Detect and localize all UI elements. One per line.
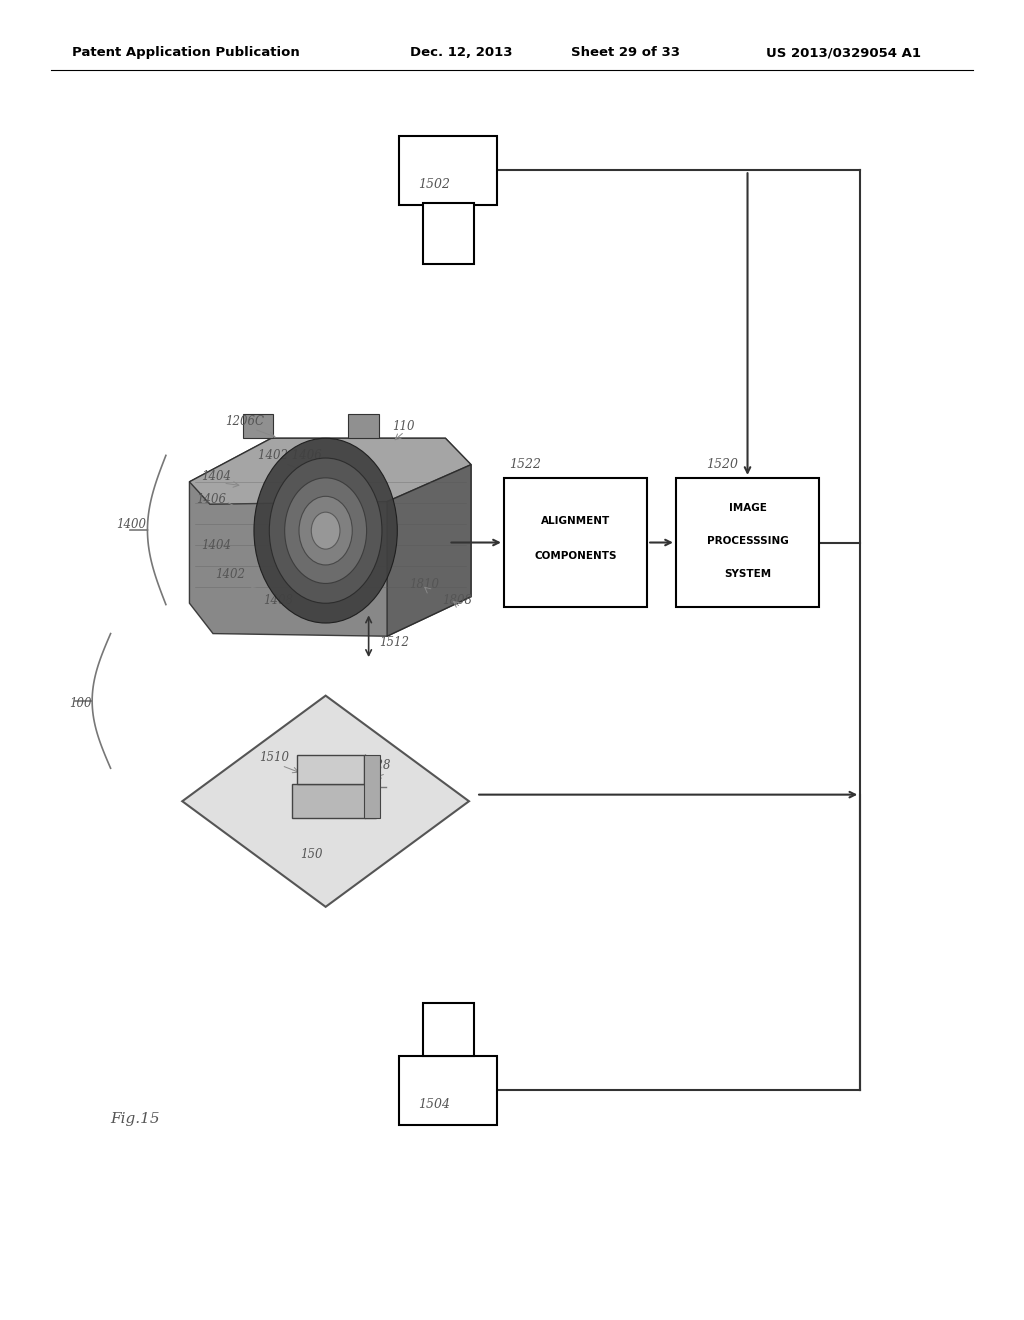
Text: Fig.15: Fig.15 <box>111 1111 160 1126</box>
Text: 1512: 1512 <box>379 636 409 649</box>
Bar <box>676 478 819 607</box>
Bar <box>243 414 273 438</box>
Circle shape <box>254 438 397 623</box>
Text: US 2013/0329054 A1: US 2013/0329054 A1 <box>766 46 921 59</box>
Text: 100: 100 <box>70 697 92 710</box>
Text: 1408: 1408 <box>263 594 293 607</box>
Bar <box>297 755 364 784</box>
Text: 110: 110 <box>392 420 415 433</box>
Text: 1404: 1404 <box>201 539 230 552</box>
Text: 1404: 1404 <box>201 470 230 483</box>
Bar <box>399 1056 497 1125</box>
Circle shape <box>285 478 367 583</box>
Bar <box>399 136 497 205</box>
Polygon shape <box>189 438 471 636</box>
Circle shape <box>269 458 382 603</box>
Text: 140: 140 <box>356 803 379 816</box>
Bar <box>348 414 379 438</box>
Text: 1402: 1402 <box>215 568 245 581</box>
Text: 1400: 1400 <box>116 517 145 531</box>
Polygon shape <box>189 438 471 504</box>
Text: 1502: 1502 <box>418 178 450 191</box>
Bar <box>364 755 380 818</box>
Bar <box>423 1003 474 1056</box>
Bar <box>292 784 376 818</box>
Polygon shape <box>182 696 469 907</box>
Text: PROCESSSING: PROCESSSING <box>707 536 788 546</box>
Bar <box>504 478 647 607</box>
Text: 1504: 1504 <box>418 1098 450 1111</box>
Text: 1510: 1510 <box>259 751 289 764</box>
Text: 1206C: 1206C <box>225 414 264 428</box>
Circle shape <box>299 496 352 565</box>
Circle shape <box>311 512 340 549</box>
Text: 1522: 1522 <box>509 458 541 471</box>
Text: IMAGE: IMAGE <box>729 503 766 513</box>
Text: 1810: 1810 <box>410 578 439 591</box>
Text: 1808: 1808 <box>442 594 472 607</box>
Text: COMPONENTS: COMPONENTS <box>535 550 616 561</box>
Text: Patent Application Publication: Patent Application Publication <box>72 46 299 59</box>
Text: SYSTEM: SYSTEM <box>724 569 771 579</box>
Text: ALIGNMENT: ALIGNMENT <box>541 516 610 527</box>
Bar <box>423 203 474 264</box>
Text: 150: 150 <box>300 847 323 861</box>
Text: 1406: 1406 <box>197 492 226 506</box>
Text: Sheet 29 of 33: Sheet 29 of 33 <box>571 46 680 59</box>
Text: 1520: 1520 <box>707 458 738 471</box>
Text: 1402 1406: 1402 1406 <box>258 449 322 462</box>
Text: 128: 128 <box>369 759 391 772</box>
Polygon shape <box>387 465 471 636</box>
Text: 130: 130 <box>356 780 379 793</box>
Text: Dec. 12, 2013: Dec. 12, 2013 <box>410 46 512 59</box>
